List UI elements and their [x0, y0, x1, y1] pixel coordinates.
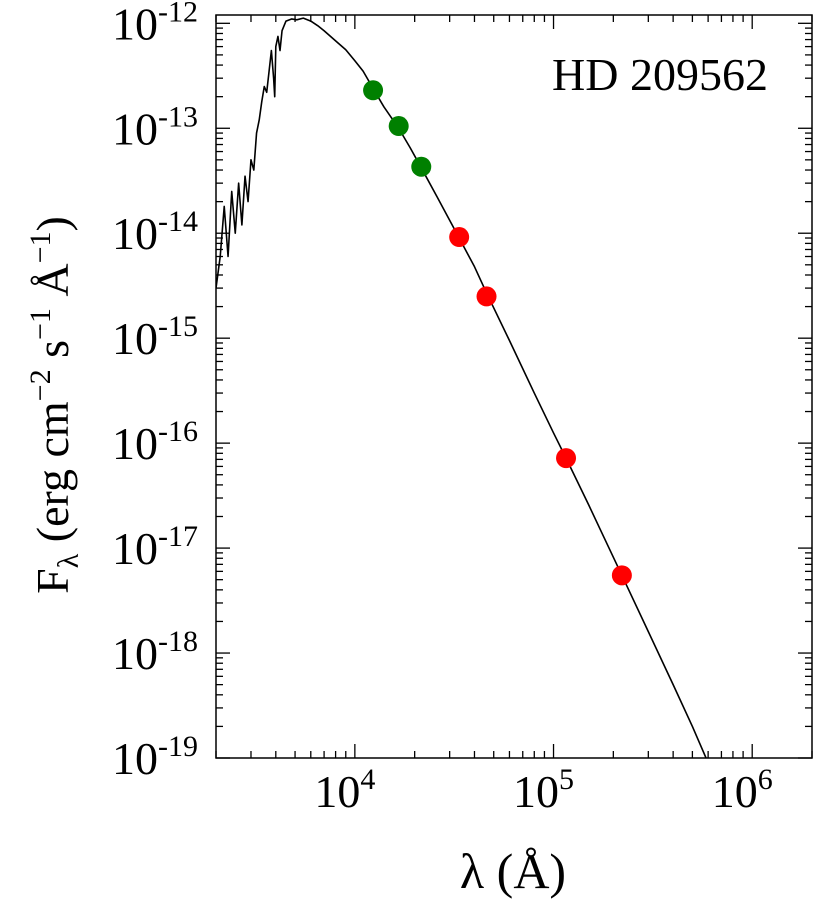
y-tick-base: 10: [112, 733, 158, 784]
y-tick-base: 10: [112, 313, 158, 364]
red-data-point: [449, 227, 470, 248]
green-data-point: [363, 80, 384, 101]
x-tick-exp: 4: [360, 763, 375, 796]
y-tick-exp: -16: [158, 415, 198, 448]
y-label-exp1: −2: [24, 369, 57, 401]
chart-title: HD 209562: [552, 49, 768, 100]
green-data-point: [388, 116, 409, 137]
red-data-point: [556, 448, 577, 469]
y-tick-base: 10: [112, 628, 158, 679]
y-tick-base: 10: [112, 208, 158, 259]
model-spectrum-line: [216, 17, 707, 758]
red-data-point: [611, 565, 632, 586]
y-tick-exp: -13: [158, 100, 198, 133]
y-label-sub: λ: [52, 553, 85, 568]
x-tick-base: 10: [712, 766, 758, 817]
y-tick-label: 10-18: [112, 625, 198, 679]
plot-frame: [215, 14, 813, 759]
y-tick-exp: -12: [158, 0, 198, 28]
y-tick-label: 10-16: [112, 415, 198, 469]
x-tick-label: 106: [712, 763, 773, 817]
x-tick-label: 105: [513, 763, 574, 817]
y-tick-exp: -19: [158, 730, 198, 763]
y-tick-exp: -17: [158, 520, 198, 553]
y-label-rest2: s: [27, 340, 78, 369]
y-tick-label: 10-15: [112, 310, 198, 364]
red-data-point: [476, 286, 497, 307]
x-tick-exp: 5: [559, 763, 574, 796]
y-tick-exp: -15: [158, 310, 198, 343]
x-tick-exp: 6: [758, 763, 773, 796]
y-tick-label: 10-19: [112, 730, 198, 784]
y-tick-base: 10: [112, 0, 158, 49]
x-tick-label: 104: [314, 763, 375, 817]
y-label-main: F: [27, 568, 78, 594]
y-tick-label: 10-13: [112, 100, 198, 154]
y-tick-base: 10: [112, 103, 158, 154]
y-tick-base: 10: [112, 523, 158, 574]
x-axis-label: λ (Å): [460, 843, 566, 899]
y-tick-label: 10-17: [112, 520, 198, 574]
y-tick-base: 10: [112, 418, 158, 469]
y-label-exp3: −1: [24, 231, 57, 263]
green-data-point: [411, 156, 432, 177]
y-tick-label: 10-12: [112, 0, 198, 49]
y-tick-exp: -14: [158, 205, 198, 238]
y-tick-label: 10-14: [112, 205, 198, 259]
y-label-exp2: −1: [24, 308, 57, 340]
svg-text:Fλ (erg cm−2 s−1 Å−1): Fλ (erg cm−2 s−1 Å−1): [24, 216, 85, 594]
y-label-rest1: (erg cm: [27, 401, 78, 554]
y-label-rest3: Å: [27, 263, 78, 308]
y-label-rest4: ): [27, 216, 78, 231]
y-axis-label: Fλ (erg cm−2 s−1 Å−1): [24, 216, 85, 594]
x-tick-base: 10: [513, 766, 559, 817]
plot-layer: 104 105 10610-1210-1310-1410-1510-1610-171…: [112, 0, 813, 817]
y-tick-exp: -18: [158, 625, 198, 658]
x-tick-base: 10: [314, 766, 360, 817]
data-group: [216, 17, 707, 758]
